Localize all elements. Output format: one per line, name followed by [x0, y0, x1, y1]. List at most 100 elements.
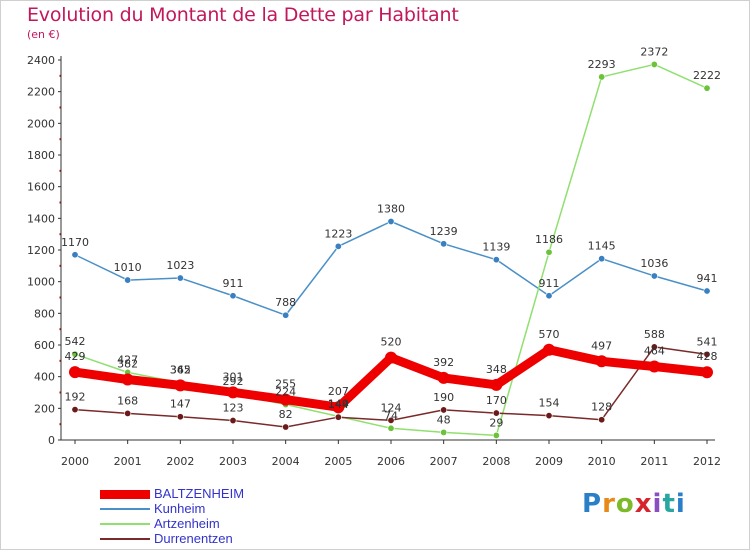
data-label: 427 — [117, 353, 138, 366]
x-tick-label: 2001 — [114, 455, 142, 468]
x-tick-label: 2003 — [219, 455, 247, 468]
data-label: 911 — [223, 277, 244, 290]
series-baltzenheim — [69, 343, 713, 414]
data-label: 207 — [328, 385, 349, 398]
data-label: 1036 — [640, 257, 668, 270]
data-label: 464 — [644, 345, 665, 358]
data-point — [69, 366, 81, 379]
data-label: 1010 — [114, 261, 142, 274]
series-durrenentzen — [71, 343, 711, 431]
data-label: 154 — [539, 397, 560, 410]
data-point — [71, 251, 79, 259]
x-tick-label: 2010 — [588, 455, 616, 468]
legend-label-durrenentzen: Durrenentzen — [154, 531, 233, 546]
proxiti-logo: Proxiti — [582, 489, 686, 519]
legend-swatch-durrenentzen — [100, 538, 150, 540]
data-label: 168 — [117, 394, 138, 407]
data-point — [545, 292, 553, 300]
y-tick-label: 600 — [34, 339, 55, 352]
data-point — [650, 343, 658, 351]
data-point — [124, 276, 132, 284]
data-point — [595, 355, 608, 368]
data-labels: 1170 1010 1023 911 788 1223 1380 1239 1139 911 114… — [61, 45, 721, 429]
x-tick-label: 2008 — [482, 455, 510, 468]
data-label: 541 — [697, 335, 718, 348]
data-point — [71, 406, 79, 414]
y-tick-label: 0 — [48, 434, 55, 447]
data-point — [492, 431, 500, 439]
x-tick-label: 2007 — [430, 455, 458, 468]
x-axis-ticks: 2000 2001 2002 2003 2004 2005 2006 2007 2008 2009… — [61, 440, 721, 468]
data-point — [440, 428, 448, 436]
data-point — [648, 360, 661, 373]
data-label: 1239 — [430, 225, 458, 238]
data-point — [492, 409, 500, 417]
chart-title: Evolution du Montant de la Dette par Hab… — [27, 4, 459, 26]
x-tick-label: 2002 — [166, 455, 194, 468]
legend-label-artzenheim: Artzenheim — [154, 516, 220, 531]
data-point — [229, 417, 237, 425]
data-point — [598, 416, 606, 424]
data-point — [282, 423, 290, 431]
y-tick-label: 800 — [34, 307, 55, 320]
data-label: 941 — [697, 272, 718, 285]
data-label: 124 — [381, 401, 402, 414]
data-label: 2222 — [693, 69, 721, 82]
data-label: 570 — [539, 328, 560, 341]
data-point — [440, 406, 448, 414]
data-point — [385, 351, 397, 364]
data-point — [703, 84, 711, 92]
series-lines — [69, 60, 713, 439]
data-point — [598, 255, 606, 263]
data-label: 292 — [223, 375, 244, 388]
data-point — [437, 371, 450, 384]
data-label: 542 — [65, 335, 86, 348]
x-tick-label: 2012 — [693, 455, 721, 468]
data-label: 429 — [65, 350, 86, 363]
data-label: 382 — [117, 358, 138, 371]
data-point — [492, 256, 500, 264]
data-point — [545, 248, 553, 256]
y-tick-label: 2000 — [27, 117, 55, 130]
data-label: 392 — [433, 356, 454, 369]
data-point — [71, 350, 79, 358]
data-label: 48 — [437, 413, 451, 426]
legend-swatch-baltzenheim — [100, 490, 150, 499]
data-label: 1023 — [166, 259, 194, 272]
y-tick-label: 1800 — [27, 149, 55, 162]
data-label: 144 — [328, 398, 349, 411]
y-tick-label: 200 — [34, 402, 55, 415]
legend-label-kunheim: Kunheim — [154, 501, 206, 516]
data-point — [650, 60, 658, 68]
data-label: 497 — [591, 339, 612, 352]
data-point — [545, 412, 553, 420]
data-label: 224 — [275, 386, 296, 399]
y-tick-label: 2400 — [27, 54, 55, 67]
y-tick-label: 400 — [34, 371, 55, 384]
data-point — [229, 292, 237, 300]
data-point — [332, 401, 345, 414]
data-label: 190 — [433, 391, 454, 404]
data-label: 1186 — [535, 233, 563, 246]
data-point — [176, 274, 184, 282]
data-label: 255 — [275, 378, 296, 391]
legend-swatch-artzenheim — [100, 523, 150, 525]
data-label: 123 — [223, 402, 244, 415]
legend-label-baltzenheim: BALTZENHEIM — [154, 486, 245, 501]
data-label: 2293 — [588, 58, 616, 71]
data-point — [334, 242, 342, 250]
data-label: 911 — [539, 277, 560, 290]
data-label: 588 — [644, 328, 665, 341]
data-label: 1170 — [61, 236, 89, 249]
data-point — [490, 378, 503, 391]
x-tick-label: 2006 — [377, 455, 405, 468]
data-point — [387, 416, 395, 424]
y-tick-label: 1200 — [27, 244, 55, 257]
legend-swatch-kunheim — [100, 508, 150, 510]
data-point — [282, 311, 290, 319]
data-label: 362 — [170, 364, 191, 377]
data-point — [703, 350, 711, 358]
y-tick-label: 1600 — [27, 181, 55, 194]
